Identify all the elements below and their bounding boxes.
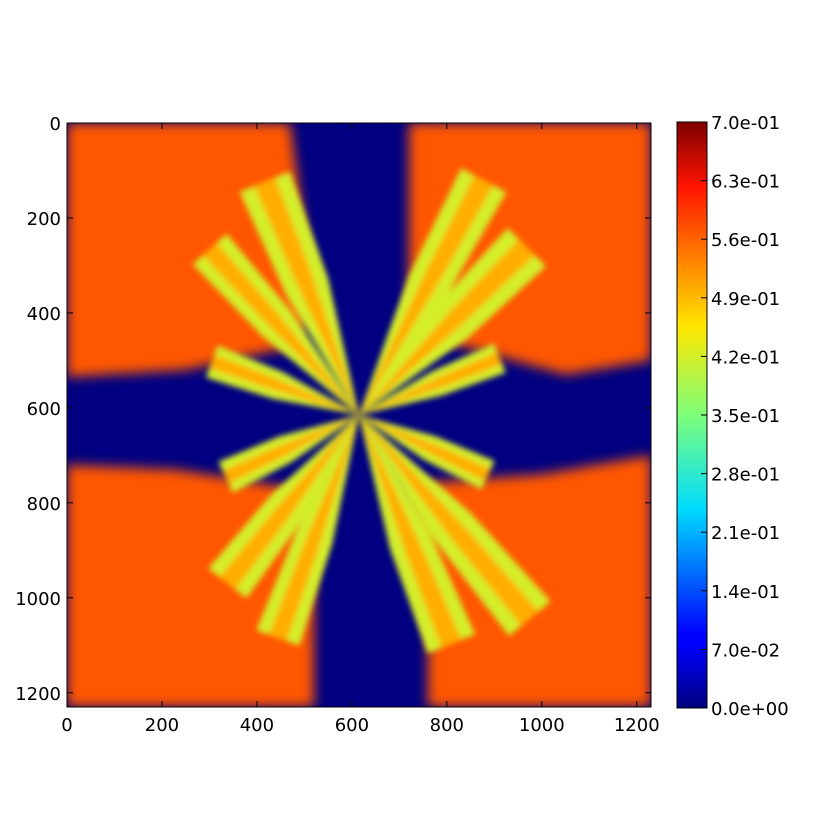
finger-core-6: [359, 352, 503, 415]
y-tick-label: 1200: [15, 684, 61, 705]
x-axis: 0 200 400 600 800 1000 1200: [61, 123, 660, 736]
x-tick-label: 600: [335, 715, 369, 736]
y-axis: 0 200 400 600 800 1000 1200: [15, 114, 651, 705]
colorbar-tick-label: 2.1e-01: [711, 523, 780, 544]
colorbar-tick-label: 6.3e-01: [711, 172, 780, 193]
y-tick-label: 0: [50, 114, 61, 135]
y-tick-label: 800: [27, 494, 61, 515]
y-tick-label: 1000: [15, 589, 61, 610]
finger-core-7: [222, 415, 359, 484]
finger-core-4: [359, 175, 494, 415]
plot-frame: [66, 122, 652, 708]
finger-core-2: [202, 242, 359, 415]
finger-core-11: [359, 415, 539, 626]
finger-9: [256, 415, 359, 646]
y-tick-label: 200: [27, 209, 61, 230]
colorbar-tick-label: 5.6e-01: [711, 230, 780, 251]
plot-area: 0 200 400 600 800 1000 1200 0 200 400 600 800 1000 1…: [15, 114, 659, 736]
finger-6: [359, 343, 506, 415]
colorbar-tick-label: 7.0e-01: [711, 113, 780, 134]
colorbar-tick-label: 4.9e-01: [711, 289, 780, 310]
colorbar-tick-label: 4.2e-01: [711, 347, 780, 368]
finger-1: [239, 171, 359, 415]
x-tick-label: 200: [145, 715, 179, 736]
colorbar: 7.0e-01 6.3e-01 5.6e-01 4.9e-01 4.2e-01 3.5e-…: [676, 113, 789, 720]
finger-core-8: [219, 415, 359, 590]
y-tick-label: 400: [27, 304, 61, 325]
colorbar-tick-label: 2.8e-01: [711, 465, 780, 486]
colorbar-tick-label: 0.0e+00: [711, 699, 789, 720]
finger-core-3: [209, 354, 359, 415]
heatmap-field: [67, 123, 651, 707]
finger-core-1: [254, 177, 359, 415]
colorbar-ticks: 7.0e-01 6.3e-01 5.6e-01 4.9e-01 4.2e-01 3.5e-…: [701, 113, 789, 720]
colorbar-tick-label: 7.0e-02: [711, 640, 780, 661]
x-tick-label: 0: [61, 715, 72, 736]
finger-12: [359, 415, 495, 490]
finger-10: [359, 415, 476, 654]
x-tick-label: 1200: [614, 715, 660, 736]
finger-core-5: [359, 239, 535, 415]
finger-core-10: [359, 415, 462, 648]
x-tick-label: 400: [240, 715, 274, 736]
finger-core-9: [268, 415, 359, 642]
fingers: [192, 168, 551, 654]
y-tick-label: 600: [27, 399, 61, 420]
x-tick-label: 800: [430, 715, 464, 736]
finger-7: [218, 415, 359, 493]
finger-core-12: [359, 415, 491, 482]
colorbar-tick-label: 1.4e-01: [711, 582, 780, 603]
x-tick-label: 1000: [519, 715, 565, 736]
colorbar-tick-label: 3.5e-01: [711, 406, 780, 427]
finger-3: [205, 345, 359, 415]
